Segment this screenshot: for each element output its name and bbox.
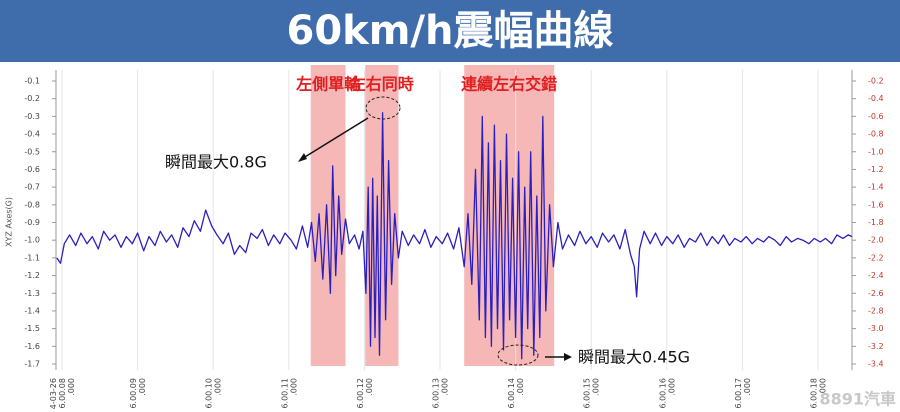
y2-tick-label: -0.4 [868, 94, 884, 103]
y-tick-label: -0.7 [24, 183, 40, 192]
axes [52, 70, 856, 370]
y2-tick-label: -1.8 [868, 218, 884, 227]
y2-tick-label: -2.8 [868, 306, 884, 315]
annotation: 瞬間最大0.45G [578, 348, 690, 367]
x-tick-label: 6.00.09.000 [129, 378, 147, 409]
y2-tick-label: -2.2 [868, 253, 884, 262]
annotation: 瞬間最大0.8G [165, 153, 267, 172]
y-tick-label: -0.8 [24, 200, 40, 209]
watermark: 8891汽車 [819, 390, 896, 409]
arrow-head [298, 153, 307, 162]
y2-tick-label: -0.2 [868, 77, 884, 86]
x-tick-label: 6.00.10.000 [204, 378, 222, 409]
y2-tick-label: -1.6 [868, 200, 884, 209]
y-tick-label: -1.3 [24, 289, 40, 298]
callout-ellipse [365, 96, 401, 120]
y-tick-label: -0.6 [24, 165, 40, 174]
y-tick-label: -0.5 [24, 147, 40, 156]
x-tick-label: 6.00.15.000 [582, 378, 600, 409]
y-tick-label: -1.1 [24, 253, 40, 262]
y2-tick-label: -2.4 [868, 271, 884, 280]
y2-tick-label: -2.0 [868, 236, 884, 245]
y-axis-label: XYZ Axes(G) [5, 197, 14, 247]
x-tick-label: 6.00.11.000 [280, 378, 298, 409]
x-tick-label: 4-03-266.00.08.000 [49, 378, 76, 409]
y-tick-label: -0.3 [24, 112, 40, 121]
y2-tick-label: -0.6 [868, 112, 884, 121]
annotation-arrow [299, 117, 369, 161]
y2-tick-label: -2.6 [868, 289, 884, 298]
callout-ellipse [497, 344, 539, 366]
y2-tick-label: -1.0 [868, 147, 884, 156]
title-banner [0, 0, 900, 62]
y-tick-label: -1.4 [24, 306, 40, 315]
y-tick-label: -0.1 [24, 77, 40, 86]
x-tick-label: 6.00.17.000 [733, 378, 751, 409]
y2-tick-label: -1.4 [868, 183, 884, 192]
x-tick-label: 6.00.14.000 [507, 378, 525, 409]
x-tick-label: 6.00.18.000 [809, 378, 827, 409]
y2-tick-label: -0.8 [868, 130, 884, 139]
y-tick-label: -1.6 [24, 342, 40, 351]
y-tick-label: -0.9 [24, 218, 40, 227]
y-tick-label: -0.2 [24, 94, 40, 103]
y-tick-label: -1.5 [24, 324, 40, 333]
highlight-label: 左側單輪 [295, 75, 361, 94]
y-tick-label: -0.4 [24, 130, 40, 139]
y-tick-label: -1.0 [24, 236, 40, 245]
x-tick-label: 6.00.13.000 [431, 378, 449, 409]
highlight-label: 連續左右交錯 [461, 75, 557, 94]
y2-tick-label: -3.4 [868, 360, 884, 369]
y2-tick-label: -1.2 [868, 165, 884, 174]
y2-tick-label: -3.2 [868, 342, 884, 351]
arrow-head [564, 353, 572, 361]
highlight-label: 左右同時 [349, 75, 414, 94]
chart-title: 60km/h震幅曲線 [286, 8, 613, 54]
y-tick-label: -1.7 [24, 360, 40, 369]
y-tick-label: -1.2 [24, 271, 40, 280]
y2-tick-label: -3.0 [868, 324, 884, 333]
x-tick-label: 6.00.16.000 [658, 378, 676, 409]
x-tick-label: 6.00.12.000 [355, 378, 373, 409]
series-line [56, 112, 853, 360]
